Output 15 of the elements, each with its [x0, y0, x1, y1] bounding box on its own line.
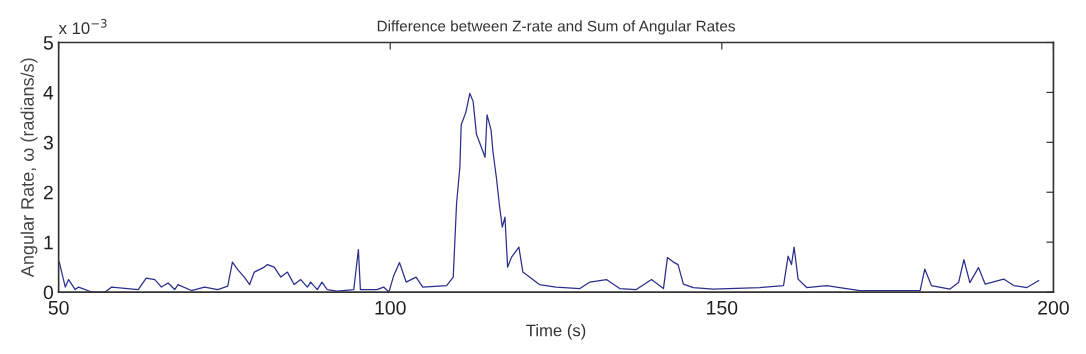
x-tick-label: 50: [48, 300, 69, 315]
y-tick-label: 2: [43, 185, 53, 200]
x-tick-label: 100: [375, 300, 406, 315]
x-axis-title: Time (s): [526, 324, 586, 340]
y-axis-title: Angular Rate, ω (radians/s): [20, 58, 38, 278]
x-tick-label: 150: [707, 300, 738, 315]
y-tick-label: 3: [43, 135, 53, 150]
x-tick-label: 200: [1038, 300, 1069, 315]
y-tick-label: 1: [44, 235, 53, 250]
text: x 10$^{−3}$: [58, 18, 107, 35]
y-tick-label: 0: [43, 285, 54, 300]
y-tick-label: 5: [43, 36, 53, 50]
line-series: [58, 92, 1040, 293]
chart-title: Difference between Z-rate and Sum of Angular Rates: [377, 20, 735, 35]
y-tick-label: 4: [43, 86, 54, 100]
